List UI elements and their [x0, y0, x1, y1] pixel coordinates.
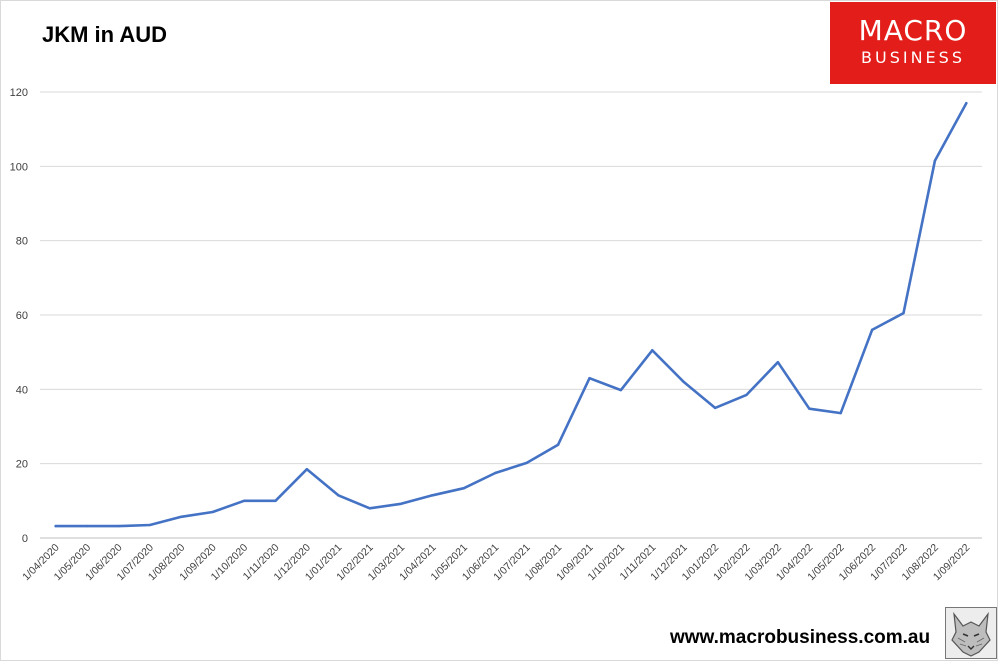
data-point	[651, 349, 654, 352]
data-point	[933, 159, 937, 162]
data-point	[494, 471, 497, 475]
data-point	[839, 411, 842, 415]
chart-title: JKM in AUD	[42, 22, 168, 47]
y-tick-label: 80	[16, 236, 28, 248]
y-tick-label: 60	[16, 310, 28, 322]
data-point	[399, 502, 403, 506]
data-point	[745, 393, 748, 397]
gridlines	[40, 91, 982, 539]
data-point	[525, 461, 528, 465]
logo-line1: MACRO	[858, 14, 968, 47]
data-point	[776, 361, 780, 364]
data-point	[588, 376, 591, 380]
data-point	[211, 510, 214, 514]
data-point	[965, 101, 968, 105]
series-line	[54, 101, 968, 528]
plot-area	[54, 101, 968, 528]
y-tick-label: 120	[10, 87, 28, 99]
data-point	[85, 524, 89, 528]
data-point	[148, 523, 152, 527]
data-point	[619, 388, 623, 392]
macrobusiness-logo: MACRO BUSINESS	[830, 2, 996, 84]
data-point	[556, 443, 560, 446]
wolf-icon	[945, 607, 997, 659]
data-point	[242, 499, 246, 503]
x-axis: 1/04/20201/05/20201/06/20201/07/20201/08…	[20, 542, 972, 584]
logo-line2: BUSINESS	[861, 48, 965, 67]
data-point	[870, 328, 874, 332]
data-point	[368, 507, 371, 510]
y-tick-label: 100	[10, 161, 28, 173]
y-tick-label: 20	[16, 459, 28, 471]
data-point	[274, 499, 277, 503]
website-url: www.macrobusiness.com.au	[670, 627, 931, 648]
y-tick-label: 0	[22, 533, 28, 545]
data-point	[54, 524, 57, 528]
data-point	[902, 311, 905, 315]
y-tick-label: 40	[16, 384, 28, 396]
data-point	[117, 524, 120, 528]
data-point	[305, 468, 309, 471]
data-point	[682, 380, 685, 384]
data-point	[808, 407, 811, 410]
data-point	[462, 486, 466, 490]
y-axis: 0 20 40 60 80 100 120	[10, 87, 28, 545]
data-point	[713, 406, 717, 410]
data-point	[431, 494, 434, 497]
data-point	[337, 494, 340, 497]
data-point	[180, 515, 183, 519]
